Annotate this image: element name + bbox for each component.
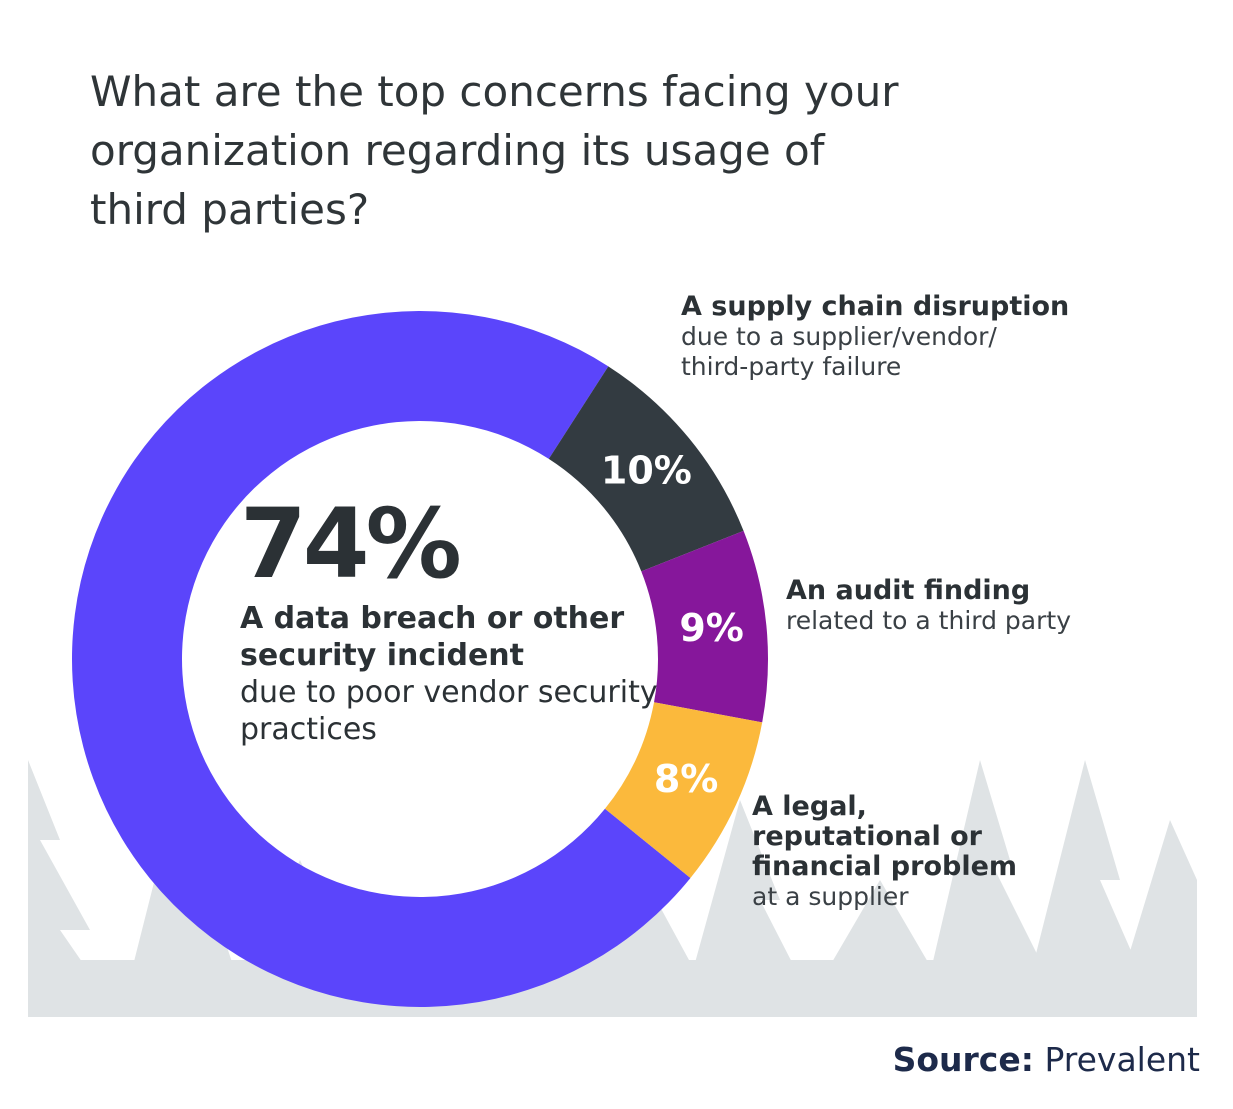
main-value-label: 74% <box>240 488 462 600</box>
source-name: Prevalent <box>1044 1040 1200 1079</box>
donut-segment <box>604 702 763 879</box>
category-description: related to a third party <box>786 606 1071 635</box>
category-description: due to poor vendor security practices <box>240 675 658 747</box>
donut-segment <box>71 311 691 1007</box>
donut-segment <box>548 366 744 572</box>
category-label: An audit finding <box>786 575 1031 606</box>
value-label: 9% <box>679 606 744 650</box>
legend-item: An audit finding related to a third part… <box>786 576 1126 636</box>
donut-segment <box>641 530 769 723</box>
source: Source: Prevalent <box>893 1040 1200 1079</box>
value-label: 8% <box>654 757 719 801</box>
legend-item: A supply chain disruption due to a suppl… <box>681 292 1101 382</box>
category-label: A data breach or other security incident <box>240 601 625 673</box>
main-category: A data breach or other security incident… <box>240 600 660 748</box>
category-description: at a supplier <box>752 882 909 911</box>
category-label: A legal, reputational or financial probl… <box>752 791 1018 882</box>
legend-item: A legal, reputational or financial probl… <box>752 792 1052 912</box>
category-description: due to a supplier/vendor/ third-party fa… <box>681 322 997 381</box>
category-label: A supply chain disruption <box>681 291 1070 322</box>
source-label: Source: <box>892 1040 1034 1079</box>
value-label: 10% <box>601 448 692 492</box>
chart-title: What are the top concerns facing your or… <box>90 67 899 234</box>
